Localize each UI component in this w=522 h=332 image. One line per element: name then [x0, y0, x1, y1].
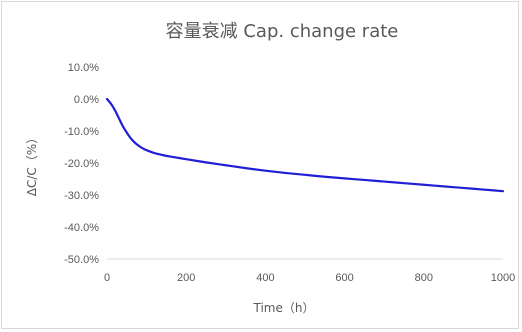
- x-tick-label: 800: [415, 272, 433, 284]
- y-axis-ticks: 10.0% 0.0% -10.0% -20.0% -30.0% -40.0% -50.0%: [64, 62, 99, 266]
- x-tick-label: 400: [256, 272, 274, 284]
- x-tick-label: 200: [177, 272, 195, 284]
- y-tick-label: 10.0%: [68, 62, 99, 74]
- y-tick-label: -20.0%: [64, 158, 99, 170]
- y-tick-label: 0.0%: [74, 94, 99, 106]
- y-tick-label: -40.0%: [64, 222, 99, 234]
- y-tick-label: -30.0%: [64, 190, 99, 202]
- x-tick-label: 1000: [491, 272, 515, 284]
- x-axis-ticks: 0 200 400 600 800 1000: [104, 272, 515, 284]
- y-tick-label: -10.0%: [64, 126, 99, 138]
- y-axis-label: ΔC/C（%）: [25, 132, 39, 196]
- y-tick-label: -50.0%: [64, 254, 99, 266]
- series-line: [105, 97, 505, 193]
- x-tick-label: 0: [104, 272, 110, 284]
- x-axis-label: Time（h）: [253, 301, 315, 315]
- chart-title: 容量衰减 Cap. change rate: [166, 21, 399, 42]
- x-tick-label: 600: [335, 272, 353, 284]
